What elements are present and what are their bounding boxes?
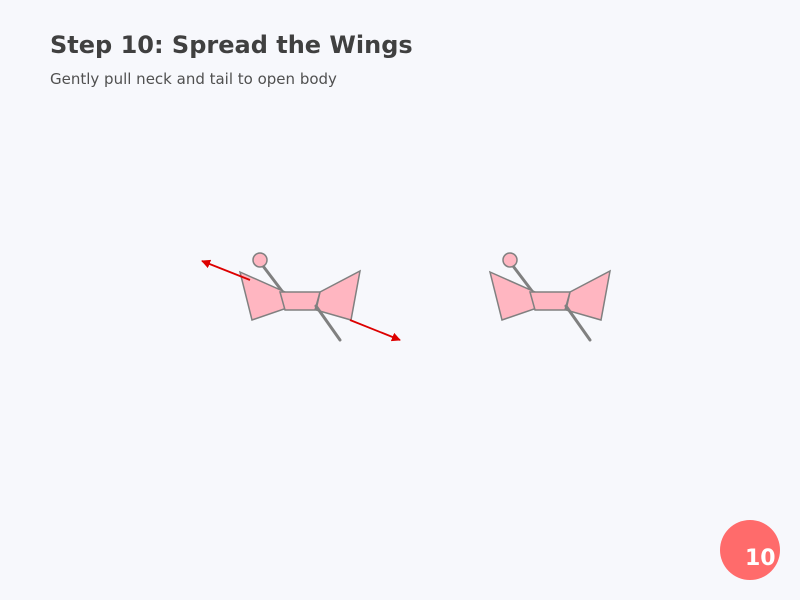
crane-figure-after (488, 252, 612, 342)
step-title: Step 10: Spread the Wings (50, 31, 413, 59)
step-number-badge (720, 520, 780, 580)
step-instruction: Gently pull neck and tail to open body (50, 70, 337, 88)
crane-body (279, 291, 321, 311)
crane-head (502, 252, 518, 268)
step-number: 10 (745, 546, 776, 571)
crane-right-wing (315, 269, 362, 321)
crane-figure-before (238, 252, 362, 342)
crane-tail (314, 304, 342, 342)
crane-left-wing (488, 270, 538, 321)
pull-tail-arrow (349, 319, 401, 342)
crane-right-wing (565, 269, 612, 321)
crane-tail (564, 304, 592, 342)
crane-body (529, 291, 571, 311)
crane-head (252, 252, 268, 268)
pull-neck-arrow (201, 259, 251, 281)
